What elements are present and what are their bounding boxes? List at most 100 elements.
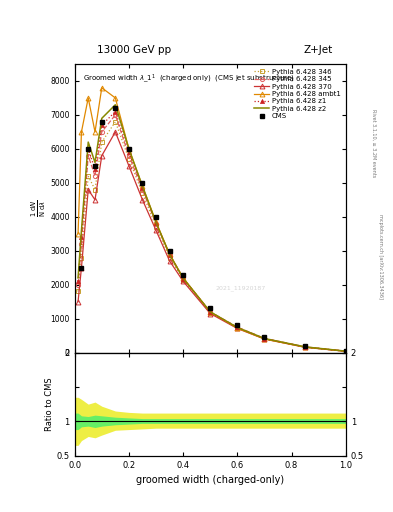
CMS — [181, 271, 185, 278]
Pythia 6.428 370 — [154, 227, 158, 233]
Pythia 6.428 z2 — [343, 348, 348, 354]
Line: Pythia 6.428 z2: Pythia 6.428 z2 — [78, 105, 346, 351]
Line: Pythia 6.428 z1: Pythia 6.428 z1 — [76, 110, 348, 353]
Pythia 6.428 346 — [127, 156, 131, 162]
CMS — [93, 163, 97, 169]
CMS — [99, 119, 104, 125]
Pythia 6.428 z2 — [208, 309, 213, 315]
Line: Pythia 6.428 346: Pythia 6.428 346 — [76, 120, 348, 353]
Pythia 6.428 z1 — [343, 348, 348, 354]
Pythia 6.428 z1 — [154, 220, 158, 226]
Pythia 6.428 ambt1 — [140, 183, 145, 189]
Pythia 6.428 z1 — [86, 146, 90, 152]
Pythia 6.428 z1 — [167, 252, 172, 258]
CMS — [86, 146, 90, 152]
Pythia 6.428 z2 — [235, 325, 240, 331]
Text: 2021_11920187: 2021_11920187 — [216, 285, 266, 291]
Legend: Pythia 6.428 346, Pythia 6.428 345, Pythia 6.428 370, Pythia 6.428 ambt1, Pythia: Pythia 6.428 346, Pythia 6.428 345, Pyth… — [253, 68, 342, 121]
Pythia 6.428 z2 — [86, 139, 90, 145]
Pythia 6.428 z2 — [79, 227, 84, 233]
Pythia 6.428 z1 — [76, 278, 81, 284]
CMS — [140, 180, 145, 186]
Pythia 6.428 370 — [235, 326, 240, 332]
CMS — [208, 305, 213, 311]
Pythia 6.428 z1 — [303, 344, 307, 350]
Pythia 6.428 346 — [140, 190, 145, 196]
Pythia 6.428 370 — [343, 348, 348, 354]
Pythia 6.428 z1 — [93, 166, 97, 173]
Pythia 6.428 370 — [93, 197, 97, 203]
Pythia 6.428 ambt1 — [86, 95, 90, 101]
Pythia 6.428 ambt1 — [154, 219, 158, 225]
CMS — [343, 348, 348, 354]
Pythia 6.428 ambt1 — [93, 129, 97, 135]
CMS — [127, 146, 131, 152]
Pythia 6.428 z1 — [208, 309, 213, 315]
Pythia 6.428 z2 — [181, 275, 185, 281]
Pythia 6.428 370 — [303, 344, 307, 350]
Pythia 6.428 345 — [303, 344, 307, 350]
Pythia 6.428 346 — [154, 224, 158, 230]
Line: Pythia 6.428 370: Pythia 6.428 370 — [75, 130, 348, 354]
Line: Pythia 6.428 345: Pythia 6.428 345 — [76, 113, 348, 353]
Pythia 6.428 z1 — [127, 149, 131, 155]
Pythia 6.428 z2 — [140, 183, 145, 189]
X-axis label: groomed width (charged-only): groomed width (charged-only) — [136, 475, 284, 485]
Line: Pythia 6.428 ambt1: Pythia 6.428 ambt1 — [75, 86, 348, 354]
Pythia 6.428 345 — [262, 335, 267, 342]
Pythia 6.428 370 — [86, 186, 90, 193]
Pythia 6.428 346 — [76, 288, 81, 294]
CMS — [262, 334, 267, 340]
Pythia 6.428 345 — [154, 221, 158, 227]
CMS — [235, 323, 240, 329]
Pythia 6.428 z1 — [181, 275, 185, 282]
Pythia 6.428 z2 — [167, 251, 172, 258]
Pythia 6.428 ambt1 — [167, 251, 172, 257]
Pythia 6.428 z1 — [99, 122, 104, 128]
Pythia 6.428 ambt1 — [208, 309, 213, 315]
Pythia 6.428 370 — [99, 153, 104, 159]
Pythia 6.428 370 — [181, 278, 185, 284]
Pythia 6.428 346 — [99, 139, 104, 145]
Text: mcplots.cern.ch [arXiv:1306.3436]: mcplots.cern.ch [arXiv:1306.3436] — [378, 214, 383, 298]
Pythia 6.428 ambt1 — [343, 348, 348, 354]
Pythia 6.428 z2 — [99, 115, 104, 121]
Pythia 6.428 346 — [235, 325, 240, 331]
Pythia 6.428 z2 — [93, 159, 97, 165]
Text: 13000 GeV pp: 13000 GeV pp — [97, 45, 171, 55]
Pythia 6.428 370 — [113, 129, 118, 135]
Pythia 6.428 345 — [76, 282, 81, 288]
Pythia 6.428 345 — [113, 112, 118, 118]
Pythia 6.428 370 — [208, 310, 213, 316]
Pythia 6.428 346 — [208, 309, 213, 315]
Pythia 6.428 ambt1 — [113, 95, 118, 101]
CMS — [79, 265, 84, 271]
CMS — [303, 344, 307, 350]
Pythia 6.428 ambt1 — [99, 84, 104, 91]
Pythia 6.428 z1 — [235, 325, 240, 331]
Pythia 6.428 345 — [167, 251, 172, 257]
Pythia 6.428 z1 — [113, 109, 118, 115]
Pythia 6.428 345 — [235, 324, 240, 330]
Pythia 6.428 ambt1 — [127, 146, 131, 152]
Pythia 6.428 ambt1 — [79, 129, 84, 135]
Pythia 6.428 346 — [86, 173, 90, 179]
Pythia 6.428 346 — [303, 344, 307, 350]
Pythia 6.428 ambt1 — [76, 231, 81, 237]
Pythia 6.428 345 — [86, 153, 90, 159]
Pythia 6.428 z2 — [303, 344, 307, 350]
Pythia 6.428 z2 — [154, 220, 158, 226]
Y-axis label: Ratio to CMS: Ratio to CMS — [45, 377, 54, 431]
Pythia 6.428 370 — [140, 197, 145, 203]
Pythia 6.428 345 — [93, 173, 97, 179]
Pythia 6.428 370 — [167, 258, 172, 264]
Pythia 6.428 z2 — [76, 275, 81, 281]
CMS — [154, 214, 158, 220]
Text: Rivet 3.1.10, ≥ 3.2M events: Rivet 3.1.10, ≥ 3.2M events — [372, 109, 376, 178]
Pythia 6.428 370 — [79, 265, 84, 271]
Pythia 6.428 ambt1 — [303, 344, 307, 350]
Pythia 6.428 ambt1 — [262, 336, 267, 342]
Text: Z+Jet: Z+Jet — [304, 45, 333, 55]
Pythia 6.428 346 — [262, 335, 267, 342]
Pythia 6.428 z2 — [127, 146, 131, 152]
